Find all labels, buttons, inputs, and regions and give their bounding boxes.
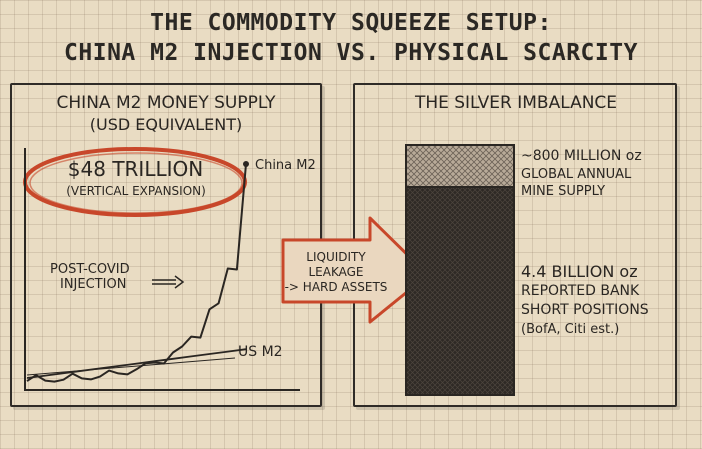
china-m2-heading: CHINA M2 MONEY SUPPLY xyxy=(56,93,276,113)
china-m2-line xyxy=(26,163,247,383)
us-m2-line xyxy=(26,348,247,379)
china-m2-label: China M2 xyxy=(255,158,316,173)
us-m2-shadow-line xyxy=(26,357,236,376)
china-m2-subheading: (USD EQUIVALENT) xyxy=(89,115,243,134)
title-line-2: CHINA M2 INJECTION VS. PHYSICAL SCARCITY xyxy=(64,40,638,66)
short-line-3: SHORT POSITIONS xyxy=(521,302,649,318)
callout-subtext: (VERTICAL EXPANSION) xyxy=(66,184,206,198)
silver-heading: THE SILVER IMBALANCE xyxy=(414,93,618,113)
liquidity-arrow xyxy=(281,216,430,324)
arrow-line-3: -> HARD ASSETS xyxy=(284,280,388,294)
arrow-line-1: LIQUIDITY xyxy=(306,250,366,264)
short-line-4: (BofA, Citi est.) xyxy=(521,322,620,337)
supply-line-3: MINE SUPPLY xyxy=(521,184,606,199)
post-covid-label: POST-COVID xyxy=(50,262,130,277)
title-line-1: THE COMMODITY SQUEEZE SETUP: xyxy=(150,10,552,36)
mine-supply-bar xyxy=(405,144,515,188)
short-positions-bar xyxy=(405,186,515,396)
post-covid-arrow xyxy=(152,275,185,289)
chart-axes xyxy=(24,148,300,391)
short-line-2: REPORTED BANK xyxy=(521,283,640,299)
supply-line-2: GLOBAL ANNUAL xyxy=(521,167,632,182)
us-m2-label: US M2 xyxy=(238,344,283,360)
supply-line-1: ~800 MILLION oz xyxy=(521,148,642,164)
callout-value: $48 TRILLION xyxy=(67,157,204,181)
short-line-1: 4.4 BILLION oz xyxy=(521,262,638,281)
injection-label: INJECTION xyxy=(60,277,127,292)
arrow-line-2: LEAKAGE xyxy=(308,265,364,279)
china-m2-dot xyxy=(243,161,249,167)
